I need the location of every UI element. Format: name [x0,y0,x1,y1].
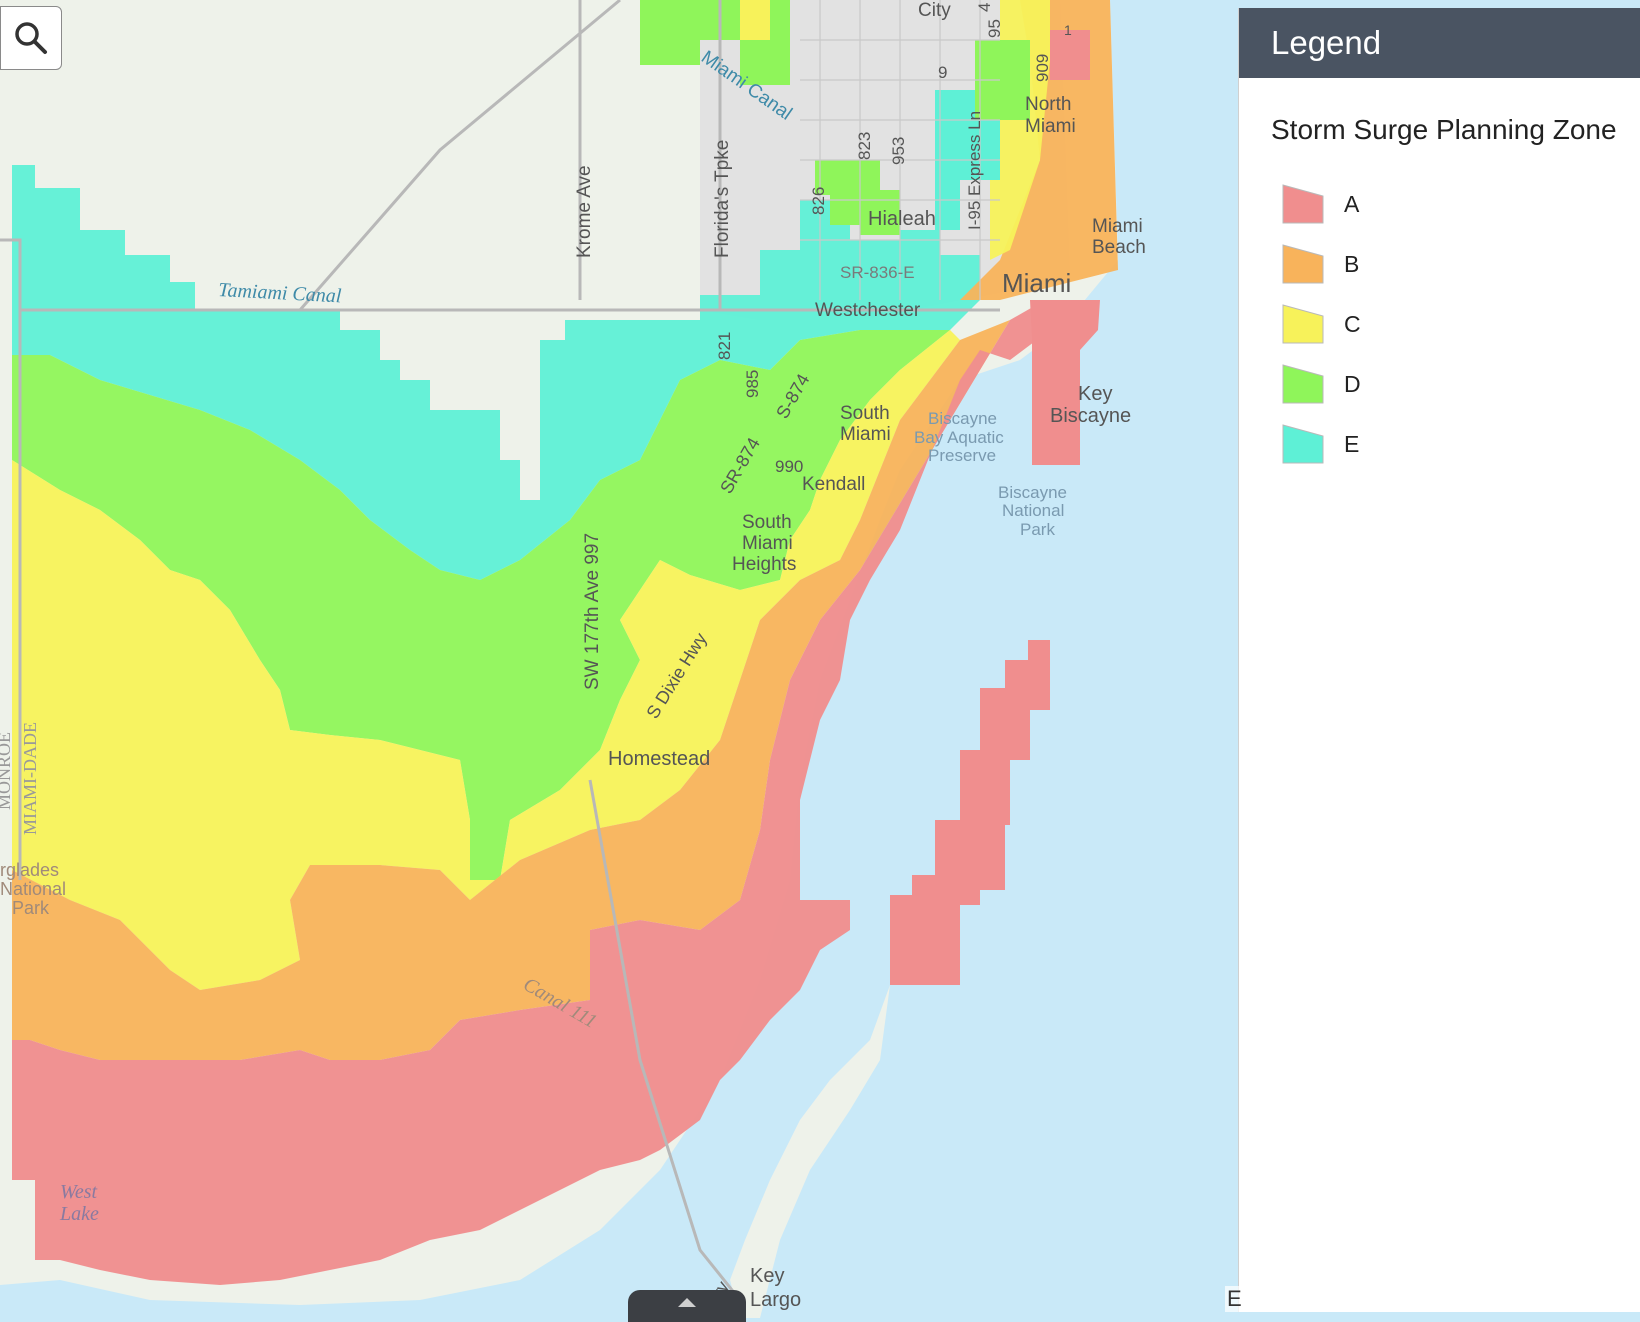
legend-swatch [1282,364,1324,404]
label-miami-beach-1: Miami [1092,216,1143,237]
attribution-text: E [1225,1286,1244,1312]
label-sr836: SR-836-E [840,263,915,282]
label-biscayne-np-2: National [1002,501,1064,520]
legend-label: B [1344,250,1360,277]
legend-item-a: A [1239,174,1640,234]
label-miami-dade: MIAMI-DADE [20,722,40,835]
label-westchester: Westchester [815,300,921,321]
legend-label: D [1344,370,1361,397]
label-south-miami-1: South [840,403,890,424]
zone-d-north-miami [975,40,1030,120]
label-biscayne-np-1: Biscayne [998,483,1067,502]
label-953: 953 [889,137,908,165]
legend-swatch [1282,244,1324,284]
label-smh-3: Heights [732,554,796,575]
label-i95-express: I-95 Express Ln [965,111,984,230]
label-sw177: SW 177th Ave 997 [582,533,603,690]
legend-panel: Legend Storm Surge Planning Zone A B C D E [1238,8,1640,1312]
legend-title: Legend [1239,8,1640,78]
label-west-lake-1: West [60,1181,97,1203]
label-everglades-2: National [0,879,66,899]
label-north-miami-2: Miami [1025,116,1076,137]
label-821: 821 [715,332,734,360]
legend-label: E [1344,430,1360,457]
label-west-lake-2: Lake [59,1203,99,1225]
legend-swatch [1282,184,1324,224]
label-miami: Miami [1002,268,1071,298]
label-biscayne-aquatic-2: Bay Aquatic [914,428,1004,447]
legend-subtitle: Storm Surge Planning Zone [1271,114,1617,145]
zone-a-area [12,300,1050,1285]
label-826: 826 [809,187,828,215]
legend-swatch [1282,304,1324,344]
label-smh-1: South [742,512,792,533]
label-823: 823 [855,132,874,160]
label-909: 909 [1033,54,1052,82]
zone-c-area [12,330,960,990]
zone-c-north [740,0,770,40]
label-homestead: Homestead [608,748,710,770]
label-key-largo-1: Key [750,1265,784,1287]
label-everglades-3: Park [12,898,50,918]
label-key-biscayne-1: Key [1078,383,1112,405]
legend-item-e: E [1239,414,1640,474]
legend-item-c: C [1239,294,1640,354]
zone-d-hialeah [815,160,900,235]
key-largo-strip [730,985,890,1318]
zone-b-area [12,320,1010,1060]
legend-swatch [1282,424,1324,464]
label-key-largo-2: Largo [750,1289,801,1311]
label-krome-ave: Krome Ave [574,165,595,258]
key-biscayne-island [1030,300,1100,465]
chevron-up-icon [678,1298,696,1307]
zone-a-north-bay [1050,30,1090,80]
label-biscayne-aquatic-3: Preserve [928,446,996,465]
urban-grid [800,0,1000,300]
search-button[interactable] [0,6,62,70]
label-990: 990 [775,457,803,476]
label-miami-beach-2: Beach [1092,237,1146,258]
label-north-miami-1: North [1025,94,1071,115]
label-95: 95 [985,19,1004,38]
zone-d-area [12,330,950,880]
label-key-biscayne-2: Biscayne [1050,405,1131,427]
legend-label: A [1344,190,1360,217]
label-monroe: MONROE [0,732,14,810]
label-everglades-1: rglades [0,860,59,880]
zone-e-area [12,165,980,580]
label-985: 985 [743,370,762,398]
label-smh-2: Miami [742,533,793,554]
label-south-miami-2: Miami [840,424,891,445]
label-kendall: Kendall [802,474,865,495]
label-biscayne-np-3: Park [1020,520,1055,539]
label-city: City [918,0,951,21]
label-1: 1 [1064,22,1072,38]
legend-item-b: B [1239,234,1640,294]
road-network [0,0,1000,1301]
legend-list: A B C D E [1239,174,1640,474]
elliott-key-chain [890,640,1050,985]
label-9: 9 [938,63,947,82]
label-4: 4 [975,3,994,12]
label-hialeah: Hialeah [868,208,936,230]
legend-label: C [1344,310,1361,337]
search-icon [15,22,47,54]
label-biscayne-aquatic-1: Biscayne [928,409,997,428]
expand-panel-button[interactable] [628,1290,746,1322]
legend-item-d: D [1239,354,1640,414]
label-fl-tpke: Florida's Tpke [712,140,733,258]
